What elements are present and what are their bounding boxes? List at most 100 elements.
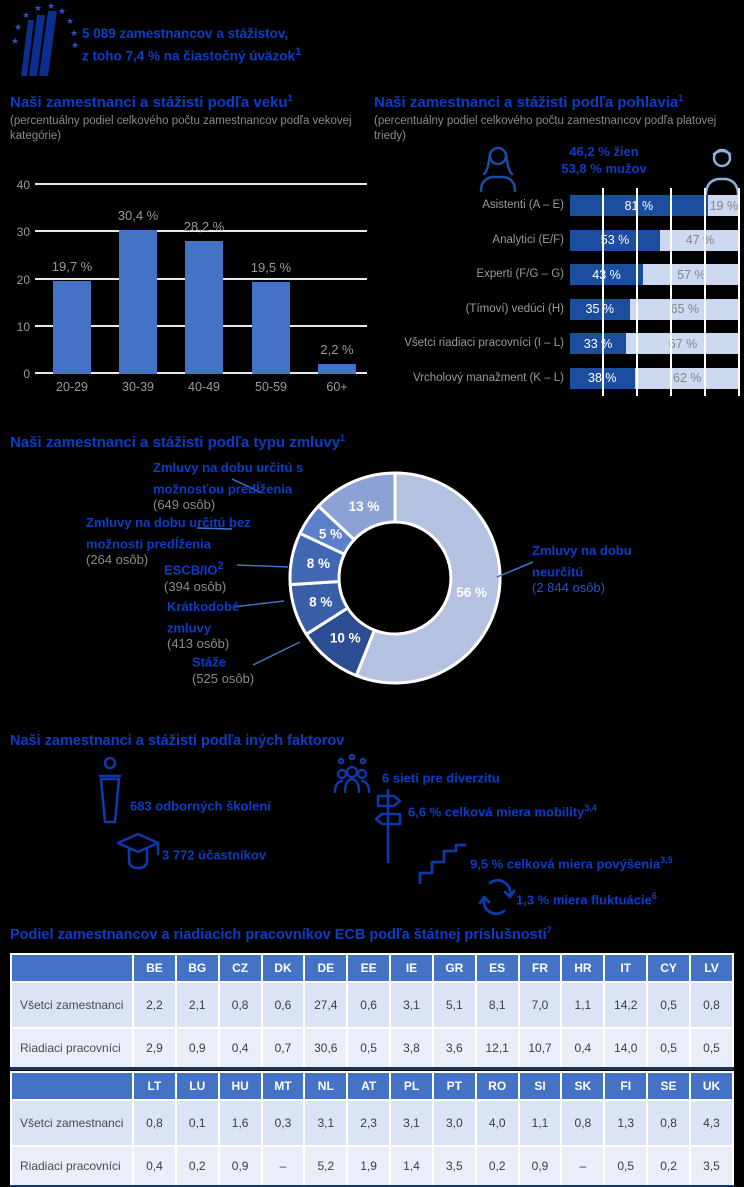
- headcount-line2: z toho 7,4 % na čiastočný úväzok1: [82, 46, 302, 64]
- gender-row: Asistenti (A – E) 81 % 19 %: [374, 188, 740, 223]
- table-value-cell: 0,6: [260, 981, 306, 1029]
- age-bar-value: 30,4 %: [117, 208, 159, 224]
- age-section-title: Naši zamestnanci a stážisti podľa veku1: [10, 93, 293, 111]
- gender-category-label: Asistenti (A – E): [482, 199, 564, 212]
- country-header-cell: FI: [603, 1071, 649, 1101]
- gender-bar-men: 65 %: [629, 298, 740, 320]
- table-value-cell: 3,1: [389, 1099, 434, 1147]
- trainer-icon: [98, 756, 122, 824]
- age-section-subtitle: (percentuálny podiel celkového počtu zam…: [10, 115, 352, 142]
- age-ytick: 10: [16, 319, 30, 334]
- table-value-cell: 2,2: [132, 981, 177, 1029]
- table-value-cell: 0,8: [217, 981, 263, 1029]
- donut-pct-labels: 56 % 10 % 8 % 8 % 5 % 13 %: [307, 499, 487, 646]
- country-header-cell: CZ: [217, 953, 263, 983]
- country-header-cell: IE: [389, 953, 434, 983]
- svg-text:★: ★: [70, 29, 78, 39]
- svg-text:★: ★: [34, 4, 42, 14]
- cycle-icon: [478, 878, 516, 916]
- country-header-cell: SK: [560, 1071, 606, 1101]
- country-header-cell: AT: [346, 1071, 392, 1101]
- nationality-table-2: LT LU HU MT NL AT PL PT RO SI SK FI SE UK Všetci zames…: [10, 1071, 735, 1187]
- country-header-cell: PT: [431, 1071, 477, 1101]
- table-value-cell: 1,6: [217, 1099, 263, 1147]
- country-header-cell: LV: [688, 953, 735, 983]
- table-value-cell: 10,7: [517, 1027, 563, 1070]
- country-header-cell: BE: [132, 953, 177, 983]
- nationality-section: Podiel zamestnancov a riadiacich pracovn…: [10, 925, 735, 1187]
- table-value-cell: 0,8: [646, 1099, 691, 1147]
- svg-text:★: ★: [22, 11, 30, 21]
- gender-row: Vrcholový manažment (K – L) 38 % 62 %: [374, 361, 740, 396]
- gender-section-title: Naši zamestnanci a stážisti podľa pohlav…: [374, 93, 684, 111]
- table-value-cell: –: [260, 1145, 306, 1187]
- age-bar: [119, 230, 157, 374]
- gender-gridline: [738, 188, 740, 396]
- table-value-cell: 4,0: [474, 1099, 520, 1147]
- gender-gridline: [636, 188, 638, 396]
- table-value-cell: 7,0: [517, 981, 563, 1029]
- country-header-cell: LT: [132, 1071, 177, 1101]
- gender-gridline: [670, 188, 672, 396]
- gender-bar-men: 57 %: [643, 264, 740, 285]
- table-corner-cell: [10, 1071, 134, 1101]
- country-header-cell: MT: [260, 1071, 306, 1101]
- gender-gridline: [602, 188, 604, 396]
- table-value-cell: 3,8: [389, 1027, 434, 1070]
- age-bar: [252, 281, 290, 374]
- country-header-cell: UK: [688, 1071, 735, 1101]
- factor-trainings: 683 odborných školení: [130, 798, 271, 814]
- table-value-cell: 1,1: [517, 1099, 563, 1147]
- age-ytick: 30: [16, 225, 30, 240]
- country-header-cell: LU: [174, 1071, 220, 1101]
- donut-label-traineeships: Stáže (525 osôb): [192, 654, 255, 686]
- signpost-icon: [374, 788, 402, 864]
- svg-text:★: ★: [14, 23, 22, 33]
- gender-bar: 43 % 57 %: [570, 264, 740, 285]
- factor-participants: 3 772 účastníkov: [162, 847, 267, 863]
- table-value-cell: 2,1: [174, 981, 220, 1029]
- factor-mobility: 6,6 % celková miera mobility3,4: [408, 803, 597, 820]
- country-header-cell: RO: [474, 1071, 520, 1101]
- age-ytick: 20: [16, 272, 30, 287]
- donut-slice-pct: 56 %: [456, 585, 487, 600]
- age-category-label: 30-39: [122, 380, 154, 394]
- table-value-cell: 3,5: [688, 1145, 735, 1187]
- country-header-cell: DK: [260, 953, 306, 983]
- gender-bar-women: 53 %: [570, 229, 661, 251]
- country-header-cell: SE: [646, 1071, 691, 1101]
- gender-category-label: Experti (F/G – G): [476, 268, 564, 281]
- country-header-cell: DE: [303, 953, 349, 983]
- country-header-cell: NL: [303, 1071, 349, 1101]
- age-bar: [318, 363, 356, 374]
- svg-text:★: ★: [47, 2, 55, 12]
- svg-text:★: ★: [71, 41, 78, 51]
- table-value-cell: 1,4: [389, 1145, 434, 1187]
- age-ytick: 0: [23, 367, 30, 381]
- table-value-cell: 0,4: [132, 1145, 177, 1187]
- header: ★ ★ ★ ★ ★ ★ ★ ★ ★ 5 089 zamestnancov a stážist…: [0, 0, 744, 88]
- table-value-cell: 30,6: [303, 1027, 349, 1070]
- country-header-cell: PL: [389, 1071, 434, 1101]
- gender-bar: 81 % 19 %: [570, 195, 740, 216]
- gender-bar-men: 62 %: [634, 367, 740, 389]
- table-value-cell: 5,1: [431, 981, 477, 1029]
- age-category-label: 50-59: [255, 380, 287, 394]
- nationality-table: BE BG CZ DK DE EE IE GR ES FR HR IT CY LV Všetci zames…: [10, 953, 735, 1070]
- gender-bar-women: 81 %: [570, 195, 708, 216]
- gender-row: Experti (F/G – G) 43 % 57 %: [374, 257, 740, 292]
- table-value-cell: 0,3: [260, 1099, 306, 1147]
- gender-gridline: [704, 188, 706, 396]
- table-value-cell: 3,5: [431, 1145, 477, 1187]
- donut-slices: [288, 471, 502, 685]
- gender-bar: 33 % 67 %: [570, 333, 740, 354]
- age-category-label: 60+: [326, 380, 348, 394]
- country-header-cell: BG: [174, 953, 220, 983]
- gender-category-label: Všetci riadiaci pracovníci (I – L): [404, 337, 564, 350]
- country-header-cell: SI: [517, 1071, 563, 1101]
- gender-row: (Tímoví) vedúci (H) 35 % 65 %: [374, 292, 740, 327]
- table-value-cell: 0,5: [346, 1027, 392, 1070]
- table-row-label: Všetci zamestnanci: [10, 981, 134, 1029]
- stairs-icon: [418, 843, 466, 884]
- table-value-cell: 0,8: [688, 981, 735, 1029]
